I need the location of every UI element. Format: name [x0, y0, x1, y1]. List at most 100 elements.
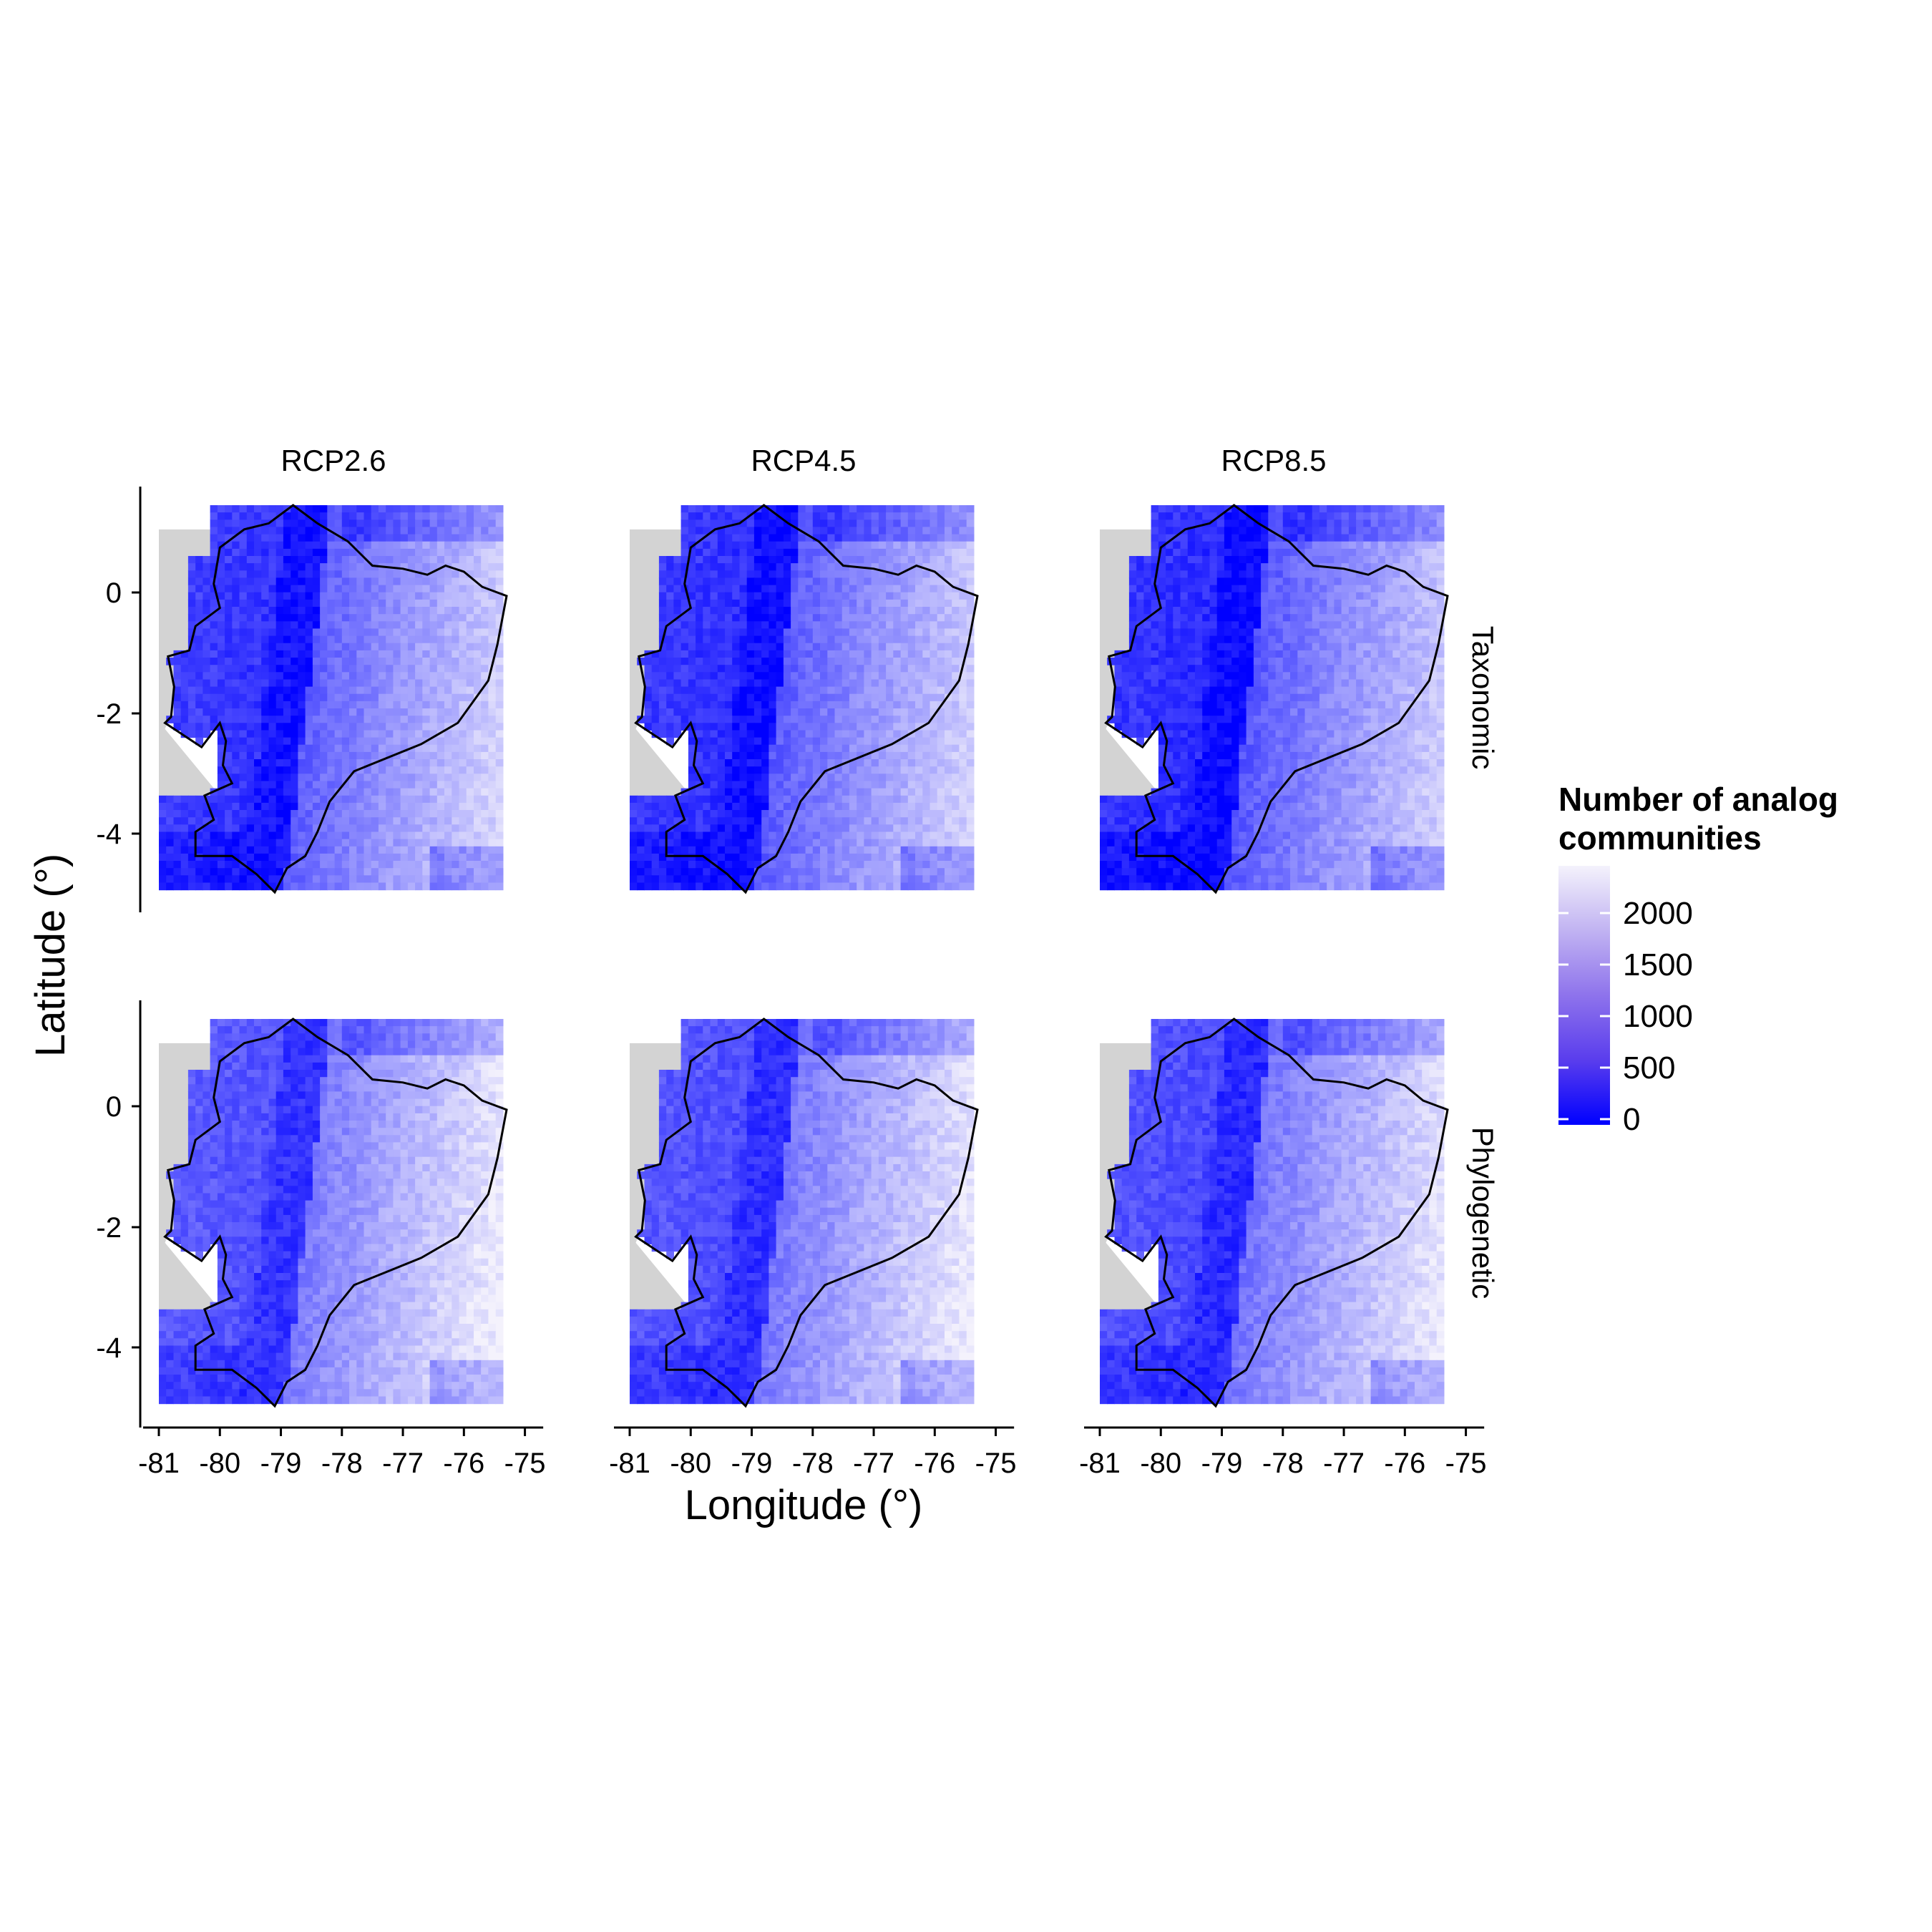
- raster-cell: [422, 679, 431, 688]
- raster-cell: [474, 665, 482, 673]
- raster-cell: [717, 861, 726, 869]
- raster-cell: [275, 751, 284, 760]
- raster-cell: [1400, 505, 1408, 513]
- raster-cell: [239, 730, 248, 738]
- raster-cell: [393, 628, 401, 637]
- raster-cell: [673, 846, 682, 854]
- raster-cell: [871, 556, 879, 564]
- raster-cell: [696, 882, 703, 891]
- raster-cell: [495, 861, 504, 869]
- raster-cell: [407, 831, 416, 840]
- raster-cell: [298, 693, 306, 702]
- raster-cell: [753, 853, 762, 862]
- raster-cell: [203, 672, 211, 680]
- raster-cell: [305, 563, 313, 571]
- raster-cell: [666, 686, 674, 695]
- raster-cell: [703, 686, 711, 695]
- raster-cell: [717, 868, 726, 876]
- raster-cell: [1180, 541, 1189, 550]
- raster-cell: [725, 788, 733, 796]
- raster-cell: [436, 643, 445, 651]
- raster-cell: [791, 751, 799, 760]
- raster-cell: [966, 577, 975, 586]
- raster-cell: [488, 882, 497, 891]
- raster-cell: [673, 679, 682, 688]
- raster-cell: [1202, 527, 1210, 535]
- raster-cell: [937, 658, 945, 665]
- raster-cell: [444, 730, 452, 738]
- raster-cell: [834, 751, 843, 760]
- raster-cell: [415, 577, 423, 586]
- raster-cell: [717, 831, 726, 840]
- raster-cell: [495, 556, 504, 564]
- raster-cell: [1209, 548, 1218, 557]
- raster-cell: [1385, 534, 1393, 542]
- raster-cell: [864, 766, 872, 774]
- raster-cell: [900, 817, 909, 825]
- raster-cell: [495, 831, 504, 840]
- raster-cell: [261, 766, 269, 774]
- raster-cell: [849, 744, 857, 753]
- raster-cell: [415, 759, 423, 767]
- raster-cell: [666, 868, 674, 876]
- raster-cell: [210, 570, 218, 578]
- raster-cell: [769, 868, 777, 876]
- raster-cell: [893, 672, 902, 680]
- raster-cell: [864, 817, 872, 825]
- raster-cell: [371, 766, 379, 774]
- raster-cell: [203, 643, 211, 651]
- raster-cell: [732, 875, 740, 883]
- raster-cell: [334, 759, 343, 767]
- raster-cell: [246, 810, 255, 818]
- raster-cell: [436, 817, 445, 825]
- raster-cell: [915, 716, 923, 723]
- raster-cell: [769, 665, 777, 673]
- raster-cell: [930, 628, 938, 637]
- raster-cell: [746, 774, 755, 781]
- raster-cell: [298, 519, 306, 527]
- raster-cell: [166, 868, 174, 876]
- raster-cell: [415, 679, 423, 688]
- raster-cell: [275, 563, 284, 571]
- raster-cell: [630, 868, 638, 876]
- raster-cell: [407, 802, 416, 811]
- raster-cell: [1231, 534, 1239, 542]
- raster-cell: [349, 556, 357, 564]
- raster-cell: [291, 824, 298, 832]
- raster-cell: [422, 868, 431, 876]
- raster-cell: [849, 650, 857, 658]
- raster-cell: [349, 628, 357, 637]
- raster-cell: [761, 643, 769, 651]
- raster-cell: [254, 875, 262, 883]
- raster-cell: [680, 519, 689, 527]
- raster-cell: [275, 693, 284, 702]
- raster-cell: [415, 831, 423, 840]
- raster-cell: [246, 795, 255, 804]
- raster-cell: [820, 868, 828, 876]
- raster-cell: [878, 614, 887, 622]
- raster-cell: [239, 766, 248, 774]
- raster-cell: [320, 795, 328, 804]
- raster-cell: [444, 548, 452, 557]
- raster-cell: [798, 759, 806, 767]
- raster-cell: [356, 751, 365, 760]
- raster-cell: [1239, 556, 1247, 564]
- raster-cell: [812, 650, 821, 658]
- raster-cell: [732, 759, 740, 767]
- raster-cell: [893, 868, 902, 876]
- raster-cell: [753, 766, 762, 774]
- raster-cell: [452, 759, 460, 767]
- raster-cell: [900, 548, 909, 557]
- raster-cell: [644, 875, 653, 883]
- raster-cell: [834, 781, 843, 789]
- raster-cell: [930, 701, 938, 709]
- raster-cell: [203, 607, 211, 615]
- raster-cell: [232, 708, 240, 716]
- raster-cell: [900, 766, 909, 774]
- raster-cell: [312, 577, 321, 586]
- raster-cell: [481, 781, 489, 789]
- raster-cell: [407, 665, 416, 673]
- raster-cell: [334, 519, 343, 527]
- raster-cell: [696, 723, 703, 731]
- raster-cell: [746, 563, 755, 571]
